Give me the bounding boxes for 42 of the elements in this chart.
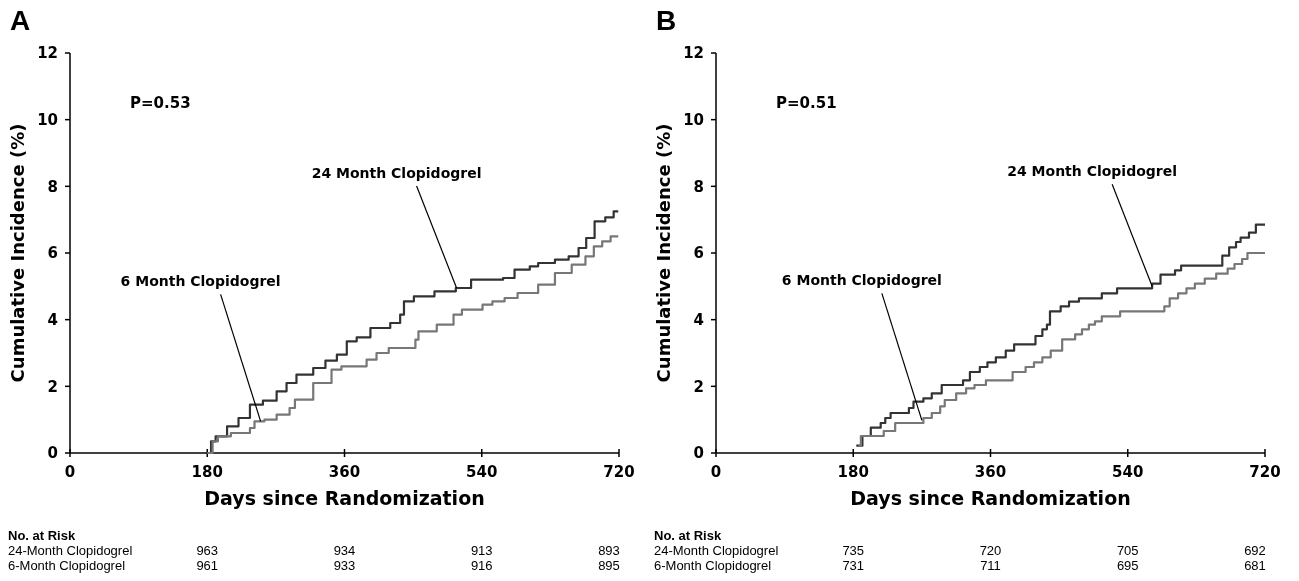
annotation: 24 Month Clopidogrel bbox=[311, 165, 482, 181]
x-tick-label: 360 bbox=[328, 463, 361, 481]
y-tick-label: 0 bbox=[693, 444, 704, 463]
y-tick-label: 10 bbox=[37, 110, 58, 129]
x-tick-label: 540 bbox=[1112, 463, 1144, 481]
y-tick-label: 8 bbox=[693, 177, 704, 196]
x-tick-label: 0 bbox=[64, 463, 76, 481]
x-tick-label: 0 bbox=[710, 463, 722, 481]
x-axis-title: Days since Randomization bbox=[204, 487, 485, 509]
y-axis-title: Cumulative Incidence (%) bbox=[653, 123, 674, 383]
x-tick-label: 720 bbox=[1249, 463, 1281, 481]
y-tick-label: 2 bbox=[47, 377, 58, 396]
y-tick-label: 6 bbox=[693, 244, 704, 263]
y-tick-label: 12 bbox=[37, 44, 58, 63]
x-tick-label: 180 bbox=[837, 463, 869, 481]
annotation: 6 Month Clopidogrel bbox=[120, 273, 281, 290]
chart-title: A bbox=[10, 5, 31, 36]
y-tick-label: 2 bbox=[693, 377, 704, 396]
annotation: 24 Month Clopidogrel bbox=[1007, 163, 1178, 180]
text: 6-Month Clopidogrel 731 711 695 681 bbox=[654, 558, 1266, 573]
y-tick-label: 10 bbox=[683, 110, 704, 129]
text: No. at Risk bbox=[654, 528, 722, 543]
text: 24-Month Clopidogrel 963 934 913 893 bbox=[8, 543, 620, 558]
annotation: P=0.53 bbox=[130, 94, 191, 112]
y-tick-label: 4 bbox=[693, 310, 704, 329]
x-tick-label: 180 bbox=[191, 463, 223, 481]
x-tick-label: 540 bbox=[466, 463, 498, 481]
x-tick-label: 360 bbox=[974, 463, 1007, 481]
text: 6-Month Clopidogrel 961 933 916 895 bbox=[8, 558, 620, 573]
y-tick-label: 8 bbox=[47, 177, 58, 196]
y-axis-title: Cumulative Incidence (%) bbox=[7, 123, 28, 383]
annotation: P=0.51 bbox=[776, 94, 837, 112]
x-axis-title: Days since Randomization bbox=[850, 487, 1131, 509]
chart-title: B bbox=[656, 5, 677, 36]
y-tick-label: 12 bbox=[683, 44, 704, 63]
text: 24-Month Clopidogrel 735 720 705 692 bbox=[654, 543, 1266, 558]
y-tick-label: 4 bbox=[47, 310, 58, 329]
text: No. at Risk bbox=[8, 528, 76, 543]
x-tick-label: 720 bbox=[603, 463, 635, 481]
y-tick-label: 0 bbox=[47, 444, 58, 463]
annotation: 6 Month Clopidogrel bbox=[781, 272, 942, 289]
y-tick-label: 6 bbox=[47, 244, 58, 263]
